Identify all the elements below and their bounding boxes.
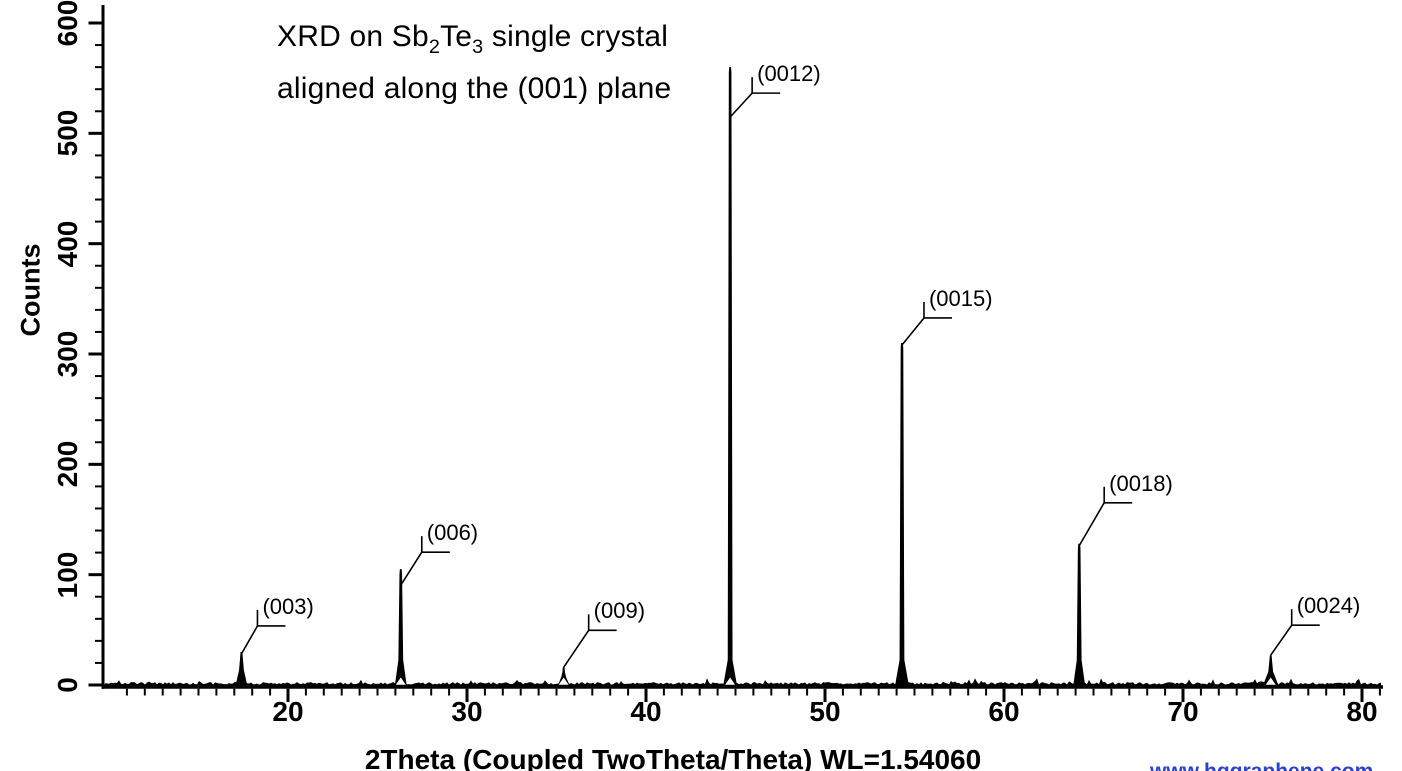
bragg-marker-(0024) [1265,677,1276,685]
peak-label-(0012): (0012) [757,61,821,87]
peak-label-(0024): (0024) [1296,593,1361,619]
title-text: Te [440,20,473,53]
peak-(0024) [1262,655,1279,686]
x-tick-label-50: 50 [809,696,841,727]
y-tick-label-300: 300 [52,330,83,378]
peak-(0015) [894,342,909,686]
bragg-marker-(006) [395,677,406,685]
leader-diagonal-(0024) [1270,624,1293,656]
title-text: single crystal [483,20,669,53]
peak-label-(009): (009) [593,598,646,624]
watermark-link[interactable]: www.hqgraphene.com [1150,760,1373,771]
leader-diagonal-(0012) [729,92,753,118]
peak-(009) [557,667,570,686]
chart-title: XRD on Sb2Te3 single crystal aligned alo… [277,16,671,109]
bragg-marker-(0012) [725,677,736,685]
peak-label-(0015): (0015) [928,285,993,311]
x-tick-label-30: 30 [451,696,483,727]
x-tick-label-60: 60 [988,696,1020,727]
chart-title-line-2: aligned along the (001) plane [277,68,671,109]
title-text: aligned along the (001) plane [277,72,672,105]
y-tick-label-400: 400 [52,220,83,268]
leader-diagonal-(006) [400,551,423,586]
diffraction-noise-trace [104,678,1381,687]
peak-label-(003): (003) [262,593,314,619]
peak-label-(006): (006) [426,520,479,546]
y-tick-label-100: 100 [52,551,83,599]
peak-(003) [235,651,248,686]
y-axis-label: Counts [15,243,46,337]
leader-diagonal-(009) [562,629,590,668]
leader-diagonal-(0015) [901,317,925,346]
leader-diagonal-(0018) [1078,502,1105,547]
title-subscript: 3 [472,36,484,58]
peak-(0018) [1073,543,1086,686]
x-tick-label-80: 80 [1346,696,1378,727]
bragg-marker-(009) [558,677,569,685]
title-subscript: 2 [428,36,441,58]
x-axis-label: 2Theta (Coupled TwoTheta/Theta) WL=1.540… [364,744,982,771]
y-tick-label-200: 200 [52,440,83,488]
leader-diagonal-(003) [240,625,259,655]
y-tick-label-500: 500 [52,109,83,157]
peak-(006) [394,569,407,686]
chart-title-line-1: XRD on Sb2Te3 single crystal [277,16,671,68]
peak-(0012) [723,67,738,687]
x-tick-label-40: 40 [630,696,662,727]
title-text: XRD on Sb [277,20,429,53]
y-tick-label-600: 600 [52,0,83,47]
peak-label-(0018): (0018) [1109,470,1173,496]
x-tick-label-70: 70 [1167,696,1199,727]
x-tick-label-20: 20 [272,696,304,727]
y-tick-label-0: 0 [52,677,83,693]
